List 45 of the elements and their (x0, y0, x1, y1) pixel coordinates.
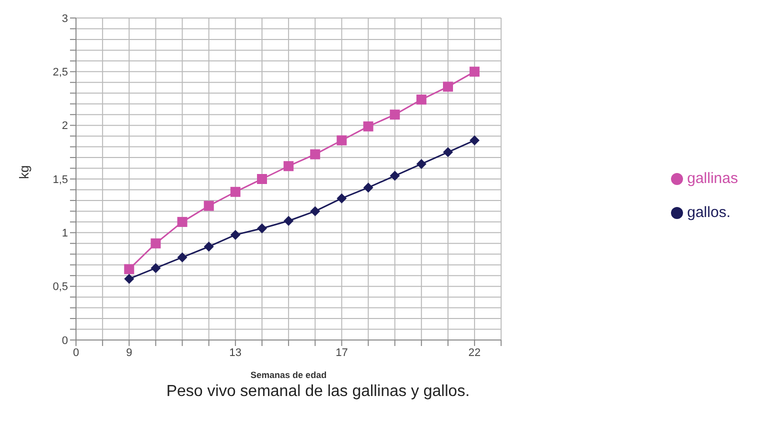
point (470, 66, 480, 77)
point (363, 182, 374, 193)
point (336, 135, 347, 146)
point (310, 149, 320, 160)
legend-label: gallinas (687, 170, 738, 186)
point (442, 147, 453, 158)
point (177, 252, 188, 262)
point (177, 216, 188, 227)
text: Peso vivo semanal de las gallinas y gallos. (165, 383, 471, 401)
x-axis-title: Semanas de edad (250, 370, 327, 380)
point (124, 274, 134, 284)
legend-label: gallos. (687, 204, 730, 220)
y-tick-label: 1,5 (52, 174, 68, 186)
point (390, 110, 400, 120)
point (390, 170, 400, 181)
point (442, 82, 453, 92)
point (363, 121, 374, 132)
point (284, 161, 294, 172)
point (416, 94, 426, 105)
point (204, 242, 214, 252)
point (230, 186, 240, 197)
x-tick-label: 0 (72, 346, 80, 359)
point (256, 174, 267, 184)
x-tick-label: 9 (126, 346, 132, 359)
x-tick-label: 13 (229, 346, 242, 359)
point (310, 206, 320, 216)
point (150, 263, 161, 274)
x-tick-label: 22 (468, 346, 481, 359)
x-tick-label: 17 (336, 346, 348, 359)
y-tick-label: 3 (62, 12, 68, 25)
y-tick-label: 1 (62, 228, 68, 240)
point (284, 216, 294, 226)
point (204, 200, 214, 211)
point (416, 158, 426, 169)
point (230, 230, 240, 240)
y-tick-label: 0,5 (52, 281, 68, 294)
point (470, 135, 480, 146)
y-tick-label: 0 (62, 334, 68, 347)
point (150, 238, 161, 248)
y-axis-title: kg (16, 165, 32, 179)
point (256, 223, 267, 234)
point (336, 193, 347, 204)
y-tick-label: 2,5 (52, 66, 68, 79)
point (124, 264, 134, 274)
y-tick-label: 2 (62, 120, 68, 132)
